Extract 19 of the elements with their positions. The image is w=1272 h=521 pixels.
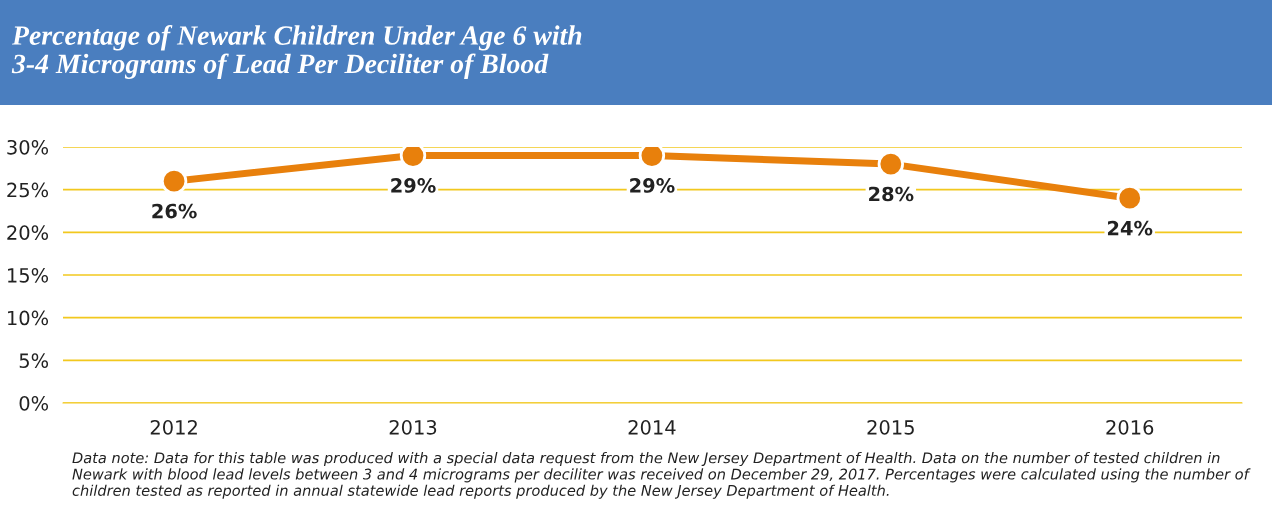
y-tick-label: 20% (7, 225, 49, 240)
x-tick-label: 2014 (628, 420, 676, 435)
y-tick-label: 10% (8, 310, 49, 326)
x-tick-label: 2016 (1106, 420, 1154, 435)
text: Data note: Data for this table was produced with a special data request from the New Jersey Department of Health. Data on the number of tested children in Newark with blood lead levels between 3 and 4 micrograms per deciliter was received on December 29, 2017. Percentages were calculated using the number of children tested as reported in annual statewide lead reports produced by the New Jersey Department of Health. (72, 452, 1251, 499)
data-label: 29% (391, 178, 436, 193)
data-label: 29% (630, 178, 675, 193)
y-tick-label: 5% (19, 353, 49, 368)
x-tick-label: 2015 (867, 420, 914, 435)
y-tick-label: 30% (7, 139, 49, 155)
x-tick-label: 2012 (150, 420, 197, 435)
data-label: 28% (869, 186, 914, 202)
chart-title: Percentage of Newark Children Under Age 6 with 3-4 Micrograms of Lead Per Deciliter of Blood (11, 25, 582, 79)
data-label: 26% (152, 203, 197, 219)
y-tick-label: 25% (7, 182, 49, 198)
x-tick-label: 2013 (389, 420, 437, 435)
y-tick-label: 15% (8, 267, 49, 283)
y-tick-label: 0% (19, 395, 49, 411)
data-label: 24% (1107, 220, 1153, 236)
